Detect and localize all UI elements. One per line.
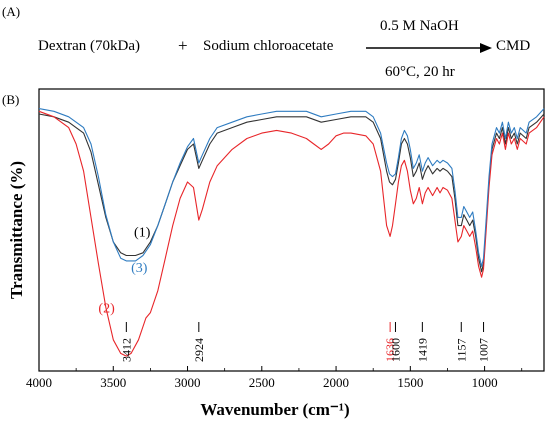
panel-b-label: (B) <box>2 92 20 107</box>
panel-a-label: (A) <box>2 4 21 19</box>
x-tick-label: 2500 <box>249 375 275 390</box>
peak-label: 1419 <box>415 338 429 362</box>
curve-label: (1) <box>134 225 151 240</box>
reactant-chloroacetate: Sodium chloroacetate <box>203 38 334 54</box>
condition-temperature: 60°C, 20 hr <box>385 64 455 80</box>
product-cmd: CMD <box>496 38 531 54</box>
x-tick-label: 4000 <box>26 375 52 390</box>
plus-sign: + <box>178 36 188 55</box>
reactant-dextran: Dextran (70kDa) <box>38 38 141 54</box>
peak-label: 1157 <box>454 338 468 362</box>
peak-label: 1600 <box>388 338 402 362</box>
peak-label: 1636 <box>383 338 397 362</box>
x-tick-label: 3000 <box>175 375 201 390</box>
peak-label: 1007 <box>477 338 491 362</box>
peak-label: 3412 <box>119 338 133 362</box>
series-line-2 <box>38 110 545 357</box>
series-line-3 <box>38 108 545 267</box>
reaction-arrow-head <box>480 43 492 53</box>
x-tick-label: 2000 <box>323 375 349 390</box>
plot-frame <box>38 88 545 372</box>
condition-naoh: 0.5 M NaOH <box>380 18 459 34</box>
curve-label: (2) <box>98 302 115 317</box>
x-axis-label: Wavenumber (cm⁻¹) <box>200 400 350 419</box>
series-line-1 <box>38 113 545 273</box>
peak-label: 2924 <box>192 338 206 362</box>
curve-label: (3) <box>131 261 148 276</box>
x-tick-label: 3500 <box>100 375 126 390</box>
x-tick-label: 1500 <box>397 375 423 390</box>
x-tick-label: 1000 <box>472 375 498 390</box>
